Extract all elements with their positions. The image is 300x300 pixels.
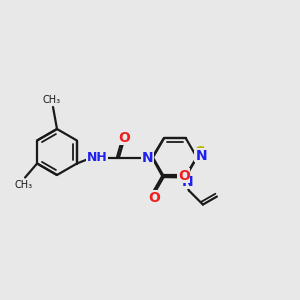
Text: CH₃: CH₃ bbox=[43, 95, 61, 105]
Text: O: O bbox=[148, 190, 160, 205]
Text: N: N bbox=[142, 151, 154, 164]
Text: S: S bbox=[195, 146, 206, 161]
Text: CH₃: CH₃ bbox=[14, 179, 32, 190]
Text: NH: NH bbox=[86, 151, 107, 164]
Text: O: O bbox=[178, 169, 190, 183]
Text: N: N bbox=[182, 175, 194, 189]
Text: N: N bbox=[196, 148, 208, 163]
Text: O: O bbox=[118, 130, 130, 145]
